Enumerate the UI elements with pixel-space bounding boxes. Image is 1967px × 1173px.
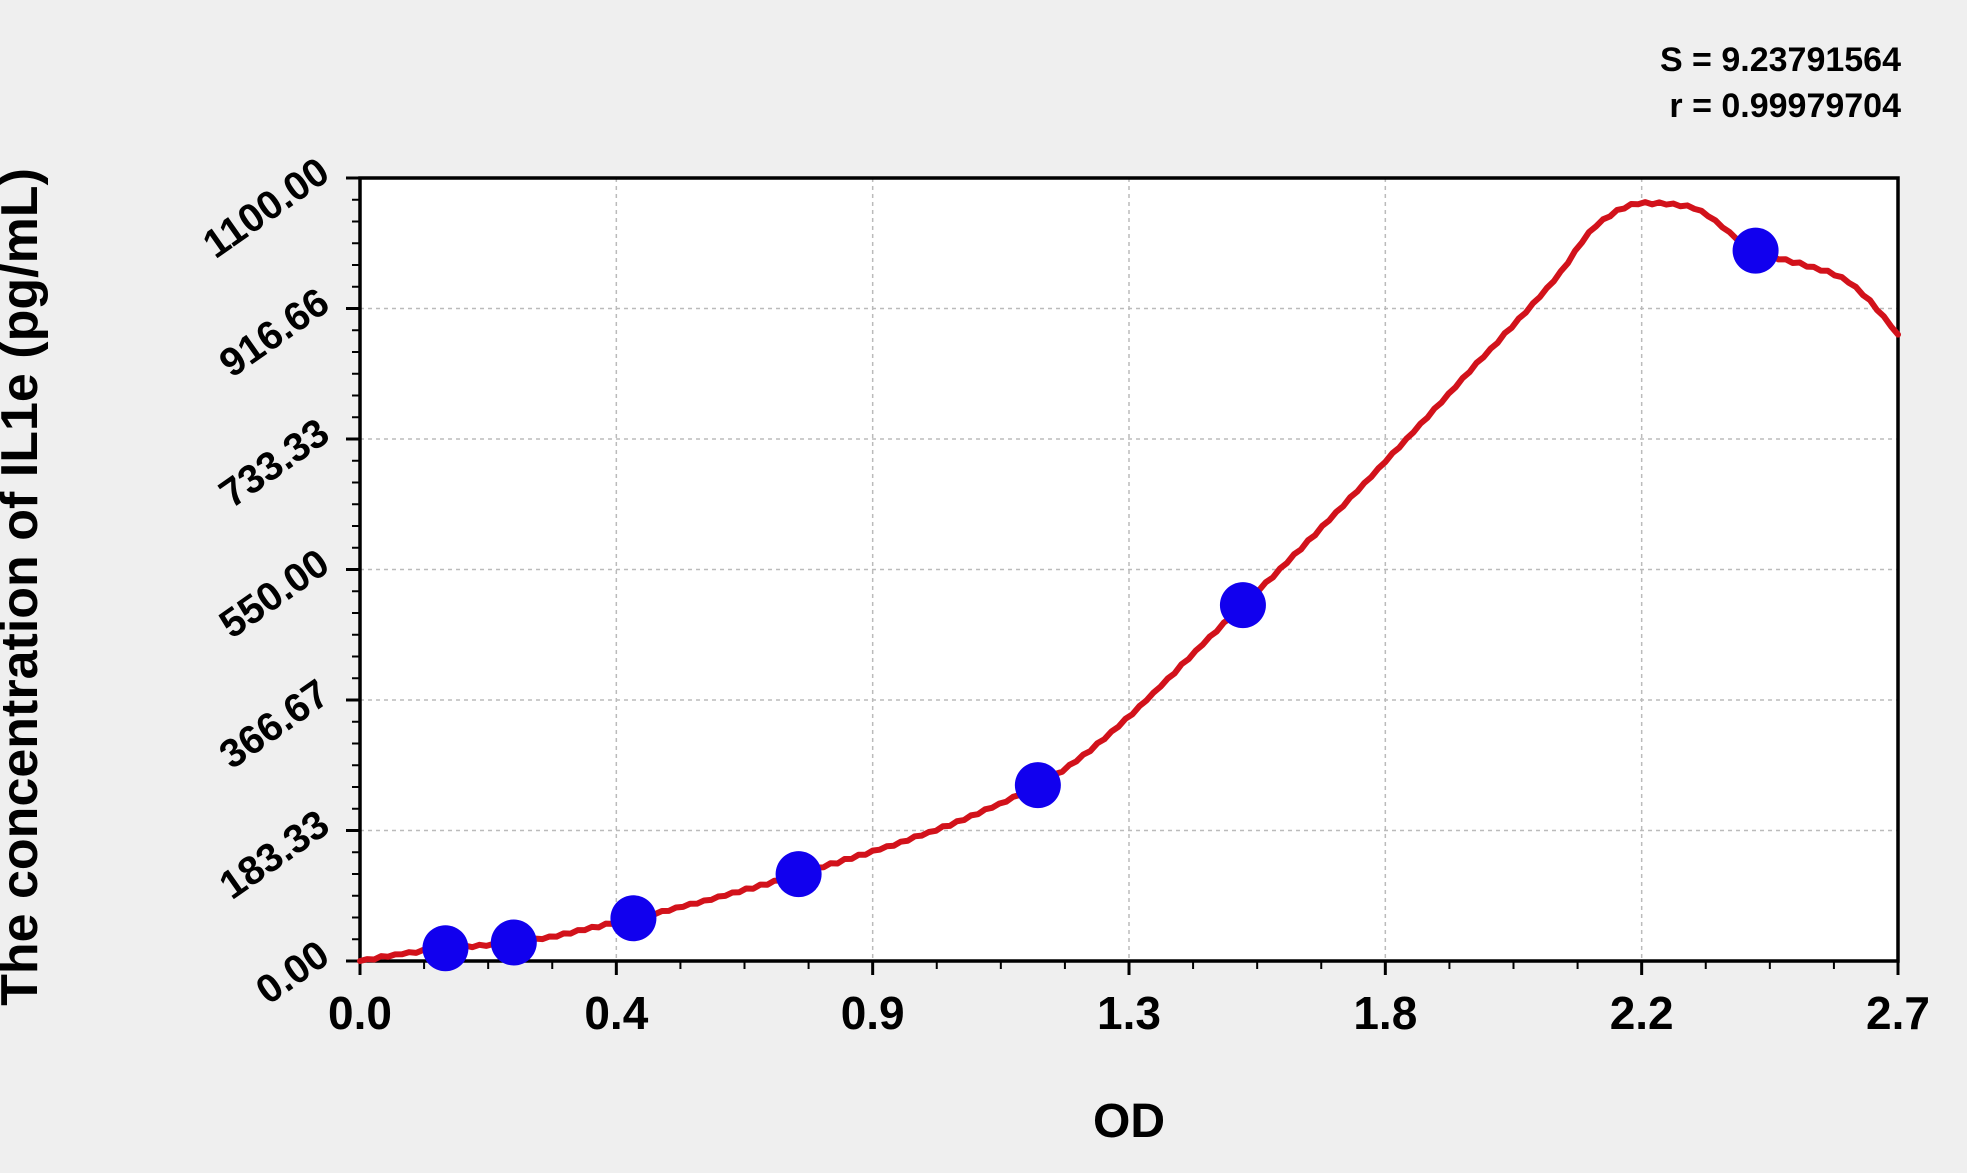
svg-text:0.0: 0.0 bbox=[328, 987, 392, 1039]
svg-text:2.2: 2.2 bbox=[1610, 987, 1674, 1039]
svg-text:1.3: 1.3 bbox=[1097, 987, 1161, 1039]
svg-text:0.4: 0.4 bbox=[584, 987, 648, 1039]
svg-text:2.7: 2.7 bbox=[1866, 987, 1930, 1039]
svg-text:0.9: 0.9 bbox=[841, 987, 905, 1039]
svg-text:1.8: 1.8 bbox=[1353, 987, 1417, 1039]
